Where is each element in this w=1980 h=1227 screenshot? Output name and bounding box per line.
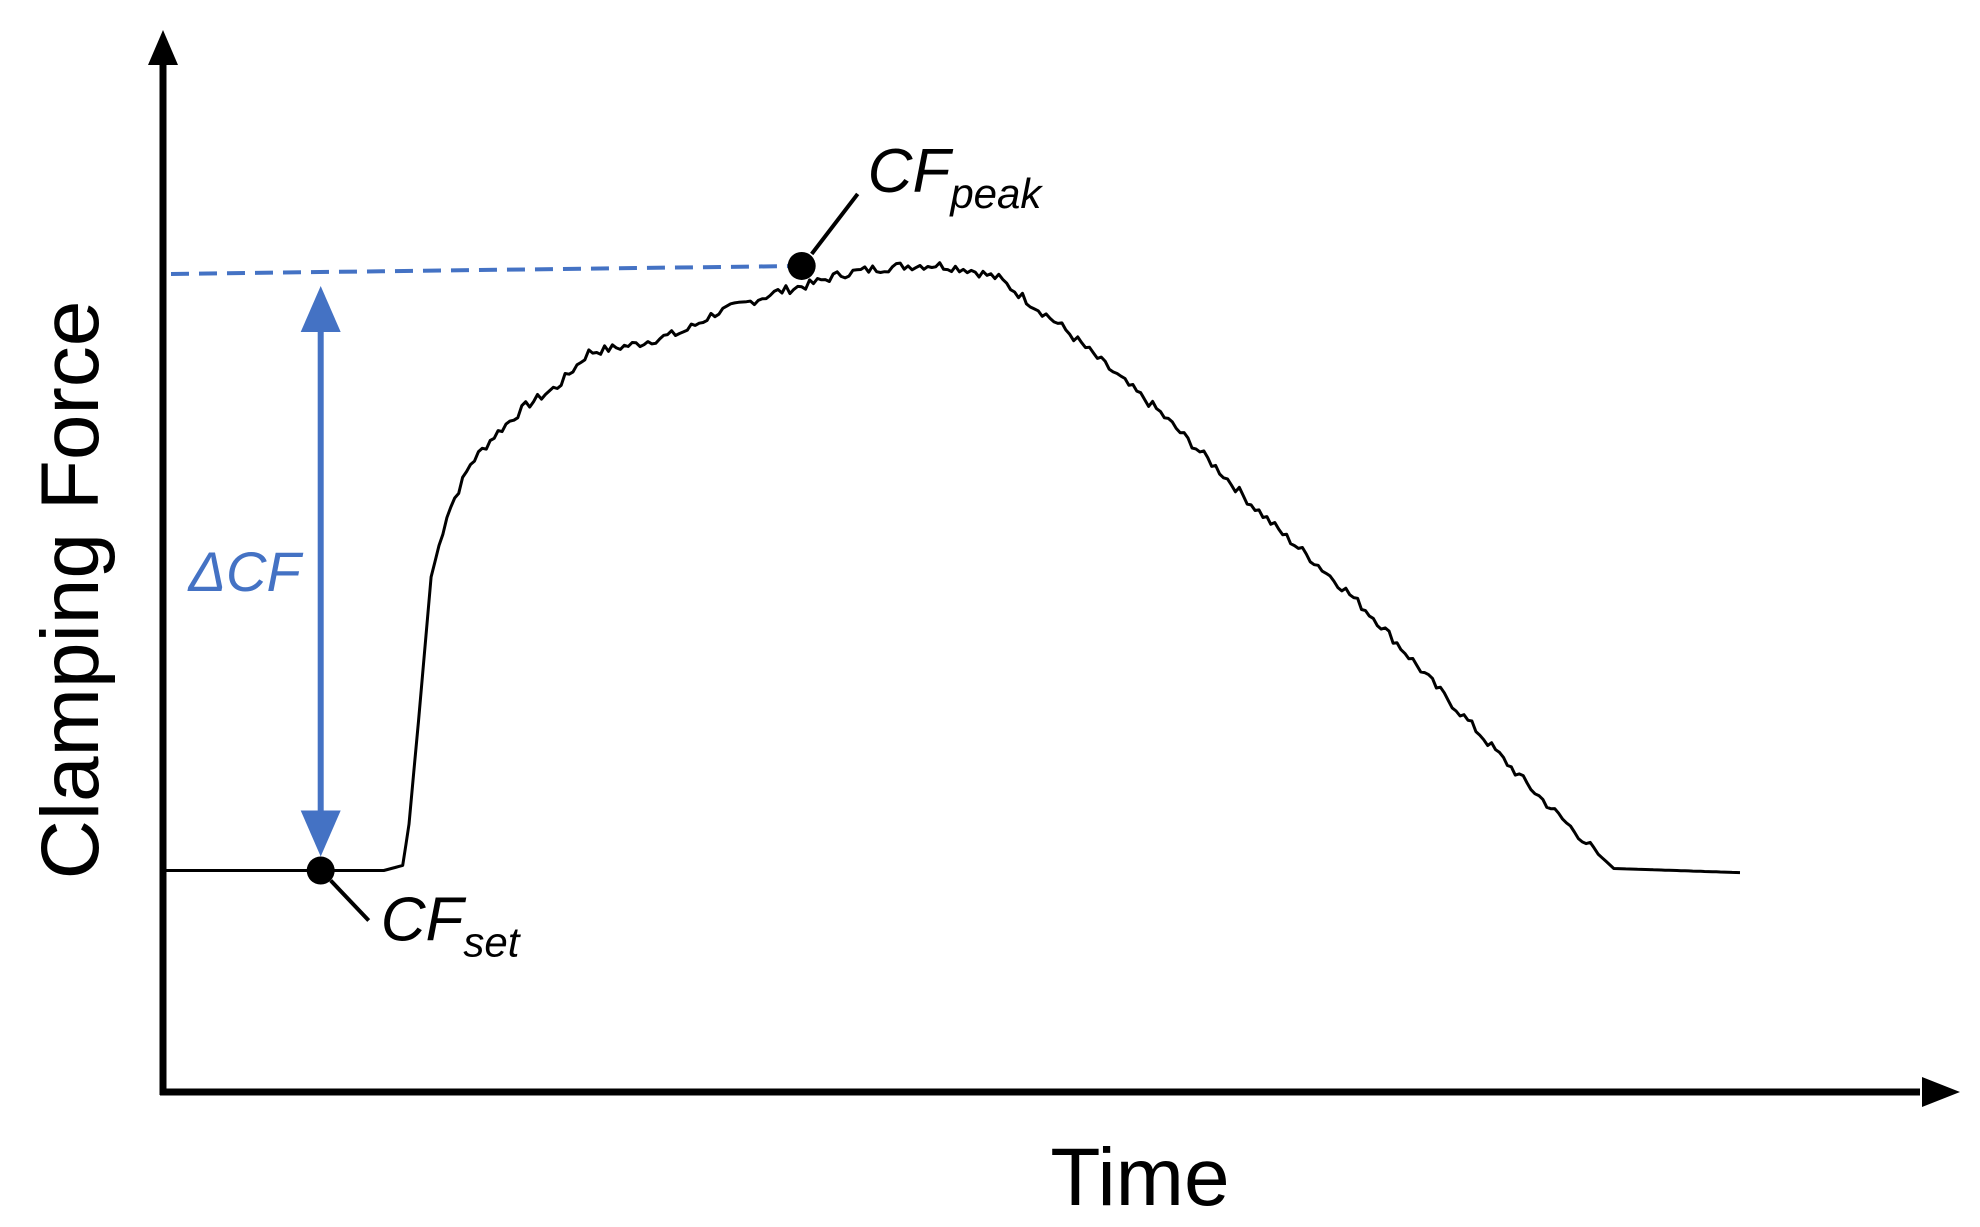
cf-set-marker [306, 856, 335, 885]
x-axis-arrow-icon [1922, 1077, 1960, 1107]
delta-arrow-up-icon [300, 285, 341, 332]
cf-peak-label: CFpeak [868, 137, 1044, 217]
x-axis-label: Time [1050, 1132, 1229, 1223]
cf-set-main: CF [381, 886, 467, 955]
series-line [163, 261, 1741, 875]
cf-set-label: CFset [381, 886, 522, 966]
cf-set-sub: set [463, 919, 521, 966]
cf-peak-main: CF [868, 137, 954, 206]
peak-reference-line [170, 263, 802, 276]
delta-arrow-down-icon [300, 810, 341, 857]
cf-peak-leader-line [810, 192, 860, 256]
cf-peak-marker [787, 251, 816, 280]
cf-set-leader-line [329, 879, 371, 922]
y-axis-label: Clamping Force [25, 301, 116, 880]
cf-peak-sub: peak [948, 170, 1043, 217]
y-axis-arrow-icon [148, 30, 178, 65]
delta-cf-label: ΔCF [186, 540, 303, 603]
